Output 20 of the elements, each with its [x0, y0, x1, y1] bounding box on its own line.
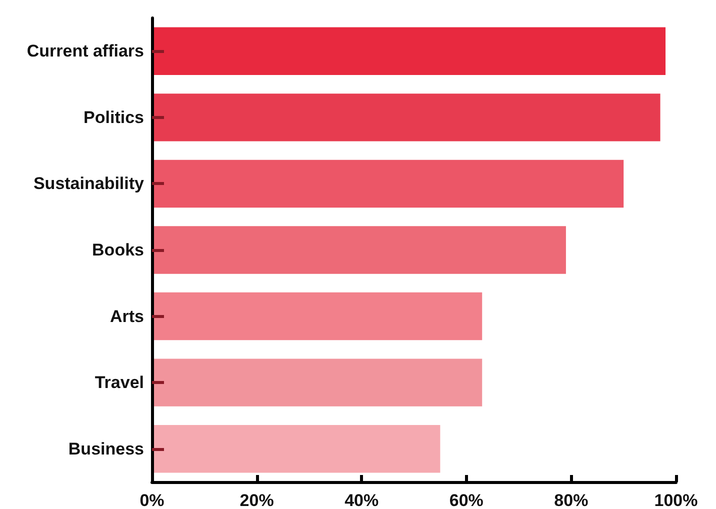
bar: [152, 226, 566, 274]
bar: [152, 358, 482, 406]
x-tick-label: 60%: [449, 491, 484, 509]
y-tick-label: Arts: [110, 306, 144, 326]
x-tick-label: 40%: [344, 491, 379, 509]
bar: [152, 424, 440, 473]
x-tick-label: 0%: [140, 491, 164, 509]
y-tick-label: Politics: [84, 108, 144, 127]
y-tick-label: Business: [68, 439, 144, 458]
y-tick-label: Books: [92, 240, 144, 260]
y-tick-label: Sustainability: [33, 174, 145, 194]
x-tick-label: 20%: [240, 491, 274, 509]
y-tick-label: Current affiars: [26, 42, 144, 61]
bar: [152, 27, 666, 76]
x-tick-label: 80%: [554, 491, 588, 509]
x-tick-label: 100%: [654, 491, 698, 509]
bar: [152, 94, 660, 142]
bar: [152, 160, 624, 208]
y-tick-label: Travel: [94, 373, 144, 392]
bar: [152, 292, 482, 340]
